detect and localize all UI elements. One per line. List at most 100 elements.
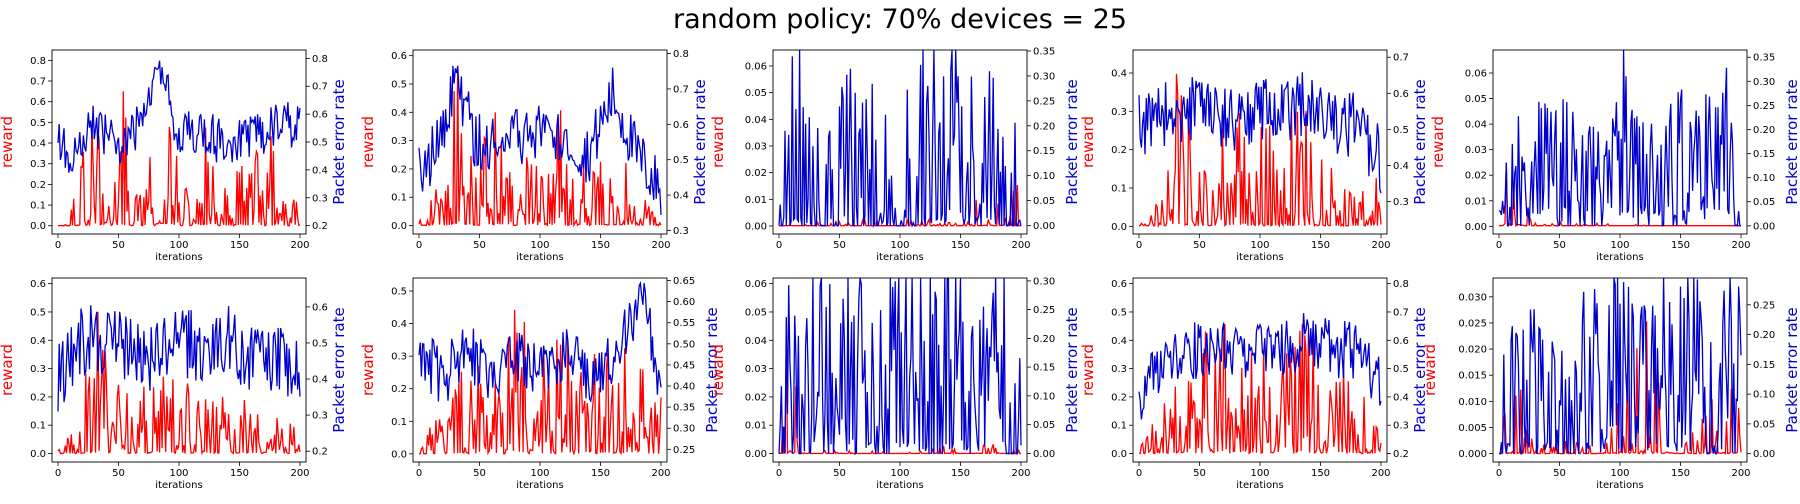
left-tick-label: 0.5 [30, 118, 46, 129]
right-tick-label: 0.2 [312, 221, 328, 232]
left-tick-label: 0.03 [745, 142, 767, 153]
reward-series-1 [58, 91, 301, 227]
left-tick-label: 0.5 [1111, 307, 1127, 318]
x-tick-label: 150 [951, 468, 970, 479]
left-tick-label: 0.5 [30, 307, 46, 318]
left-tick-label: 0.03 [745, 364, 767, 375]
right-tick-label: 0.45 [673, 360, 695, 371]
right-tick-label: 0.5 [1393, 125, 1409, 136]
right-tick-label: 0.20 [1033, 121, 1055, 132]
x-tick-label: 200 [1011, 468, 1030, 479]
right-tick-label: 0.20 [1753, 125, 1775, 136]
x-tick-label: 50 [833, 468, 846, 479]
right-tick-label: 0.00 [1753, 221, 1775, 232]
x-tick-label: 0 [55, 468, 61, 479]
right-tick-label: 0.6 [312, 110, 328, 121]
x-tick-label: 50 [112, 468, 125, 479]
right-tick-label: 0.3 [1393, 197, 1409, 208]
right-tick-label: 0.3 [673, 226, 689, 237]
x-tick-label: 150 [591, 468, 610, 479]
right-tick-label: 0.4 [312, 375, 328, 386]
right-tick-label: 0.60 [673, 297, 695, 308]
right-tick-label: 0.25 [1033, 305, 1055, 316]
subplot-1: 0 50 100 150 200 iterations 0.0 0.1 0.2 0.3 0.4 0.5… [0, 49, 348, 263]
right-tick-label: 0.05 [1753, 419, 1775, 430]
left-tick-label: 0.04 [1465, 120, 1487, 131]
subplot-4: 0 50 100 150 200 iterations 0.0 0.1 0.2 0.3 0.4 0.3… [1079, 49, 1429, 263]
x-tick-label: 100 [1250, 468, 1269, 479]
x-tick-label: 150 [1671, 468, 1690, 479]
x-tick-label: 150 [1311, 468, 1330, 479]
subplot-5: 0 50 100 150 200 iterations 0.00 0.01 0.02 0.03 0.… [1429, 49, 1800, 263]
right-tick-label: 0.4 [312, 165, 328, 176]
left-axis-label: reward [1079, 116, 1097, 168]
right-tick-label: 0.2 [312, 447, 328, 458]
left-axis-label: reward [1429, 116, 1447, 168]
left-tick-label: 0.005 [1458, 423, 1487, 434]
right-axis-label: Packet error rate [1063, 79, 1081, 204]
right-tick-label: 0.5 [673, 155, 689, 166]
left-tick-label: 0.4 [1111, 336, 1127, 347]
right-axis-label: Packet error rate [1783, 307, 1800, 432]
subplot-6: 0 50 100 150 200 iterations 0.0 0.1 0.2 0.3 0.4 0.5… [0, 277, 348, 491]
left-tick-label: 0.2 [1111, 392, 1127, 403]
right-tick-label: 0.05 [1033, 420, 1055, 431]
left-tick-label: 0.4 [30, 139, 46, 150]
right-tick-label: 0.15 [1753, 360, 1775, 371]
left-axis-label: reward [359, 344, 377, 396]
x-tick-label: 100 [530, 240, 549, 251]
x-tick-label: 100 [1610, 240, 1629, 251]
right-tick-label: 0.35 [673, 403, 695, 414]
right-tick-label: 0.8 [673, 49, 689, 60]
left-tick-label: 0.0 [1111, 222, 1127, 233]
left-tick-label: 0.2 [1111, 145, 1127, 156]
x-tick-label: 50 [473, 468, 486, 479]
left-tick-label: 0.2 [391, 164, 407, 175]
subplot-3: 0 50 100 150 200 iterations 0.00 0.01 0.02 0.03 0.… [709, 46, 1081, 263]
x-axis-label: iterations [1596, 252, 1643, 263]
x-tick-label: 200 [1011, 240, 1030, 251]
right-tick-label: 0.3 [312, 193, 328, 204]
right-tick-label: 0.30 [1033, 276, 1055, 287]
right-tick-label: 0.2 [1393, 449, 1409, 460]
right-tick-label: 0.7 [673, 84, 689, 95]
x-axis-label: iterations [516, 252, 563, 263]
reward-series-9 [1138, 324, 1382, 455]
left-tick-label: 0.015 [1458, 371, 1487, 382]
x-tick-label: 200 [290, 240, 309, 251]
right-tick-label: 0.05 [1033, 196, 1055, 207]
left-tick-label: 0.025 [1458, 318, 1487, 329]
left-tick-label: 0.010 [1458, 397, 1487, 408]
x-tick-label: 0 [55, 240, 61, 251]
left-tick-label: 0.2 [30, 392, 46, 403]
subplot-7: 0 50 100 150 200 iterations 0.0 0.1 0.2 0.3 0.4 0.5… [359, 276, 721, 491]
subplot-2: 0 50 100 150 200 iterations 0.0 0.1 0.2 0.3 0.4 0.5… [359, 49, 709, 263]
x-tick-label: 100 [1250, 240, 1269, 251]
left-tick-label: 0.2 [30, 180, 46, 191]
x-tick-label: 100 [1610, 468, 1629, 479]
x-tick-label: 0 [416, 468, 422, 479]
x-tick-label: 150 [591, 240, 610, 251]
x-tick-label: 200 [1371, 240, 1390, 251]
x-tick-label: 200 [290, 468, 309, 479]
left-tick-label: 0.6 [30, 97, 46, 108]
right-axis-label: Packet error rate [1063, 307, 1081, 432]
right-tick-label: 0.55 [673, 318, 695, 329]
right-tick-label: 0.5 [312, 338, 328, 349]
right-axis-label: Packet error rate [703, 307, 721, 432]
reward-series-4 [1139, 73, 1382, 229]
subplot-8: 0 50 100 150 200 iterations 0.00 0.01 0.02 0.03 0.… [709, 276, 1081, 491]
right-tick-label: 0.7 [1393, 53, 1409, 64]
right-tick-label: 0.5 [1393, 364, 1409, 375]
right-tick-label: 0.20 [1033, 334, 1055, 345]
left-tick-label: 0.0 [30, 221, 46, 232]
left-tick-label: 0.1 [30, 421, 46, 432]
left-tick-label: 0.00 [745, 449, 767, 460]
subplot-10: 0 50 100 150 200 iterations 0.000 0.005 0.010 0.0… [1421, 277, 1800, 491]
left-tick-label: 0.5 [391, 287, 407, 298]
right-tick-label: 0.00 [1033, 221, 1055, 232]
right-tick-label: 0.20 [1753, 330, 1775, 341]
x-tick-label: 50 [833, 240, 846, 251]
left-tick-label: 0.6 [1111, 279, 1127, 290]
